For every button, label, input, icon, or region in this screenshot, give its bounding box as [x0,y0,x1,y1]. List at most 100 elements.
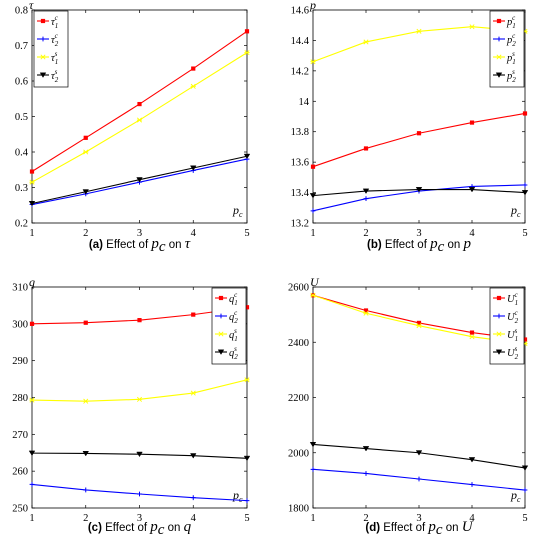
legend-item-s2: U2s [493,345,519,361]
legend-label: p2c [506,32,516,48]
legend-item-s1: U1s [493,327,518,343]
panel-caption: (d) Effect of pc on U [365,519,473,538]
legend-swatch-marker [218,331,224,337]
series-c2-marker [310,208,316,214]
legend-item-c1: q1c [215,291,238,307]
series-c2-marker [363,196,369,202]
y-tick-label: 280 [12,393,28,404]
legend-swatch-marker [496,36,502,42]
series-c1-marker [83,135,88,140]
legend-label: U1s [507,327,518,343]
legend-item-c1: τ1c [37,14,59,30]
series-c1-marker [363,146,369,151]
series-s1-marker [310,292,316,298]
series-s1 [29,50,250,185]
legend-item-c2: p2c [493,32,516,48]
y-axis-symbol: p [309,0,316,12]
x-tick-label: 2 [363,228,368,239]
series-c2-marker [190,495,196,501]
legend-label: q1c [229,291,238,307]
legend-swatch-marker [218,295,224,301]
series-s1-marker [83,149,89,155]
series-c1-marker [137,318,142,323]
series-c2-marker [137,491,142,497]
legend-box [33,10,69,88]
x-tick-label: 4 [469,513,475,524]
series-c1-marker [416,131,422,136]
legend-label: p1s [506,50,516,66]
series-s1-marker [469,24,475,30]
legend-item-c2: q2c [215,309,238,325]
series-c1 [29,305,250,326]
x-axis-symbol: pc [510,203,521,219]
x-tick-label: 1 [310,228,315,239]
series-s2-marker [28,450,36,456]
legend-label: U2c [507,309,519,325]
series-s2-marker [190,453,197,459]
series-s2-marker [243,153,251,160]
legend-label: τ2c [51,32,59,48]
series-s1-marker [310,59,316,65]
y-tick-label: 0.6 [15,77,28,88]
series-c1-marker [310,164,316,169]
legend-swatch-marker [495,72,503,78]
x-tick-label: 4 [191,228,197,239]
series-s2 [28,153,251,207]
y-tick-label: 13.2 [291,219,309,230]
legend-swatch-marker [496,54,502,60]
series-s1-marker [83,398,89,404]
legend: τ1c τ2c τ1s τ2s [33,10,69,88]
series-s1-marker [190,390,196,396]
series-s2-marker [415,187,423,193]
y-axis-symbol: U [310,275,320,289]
series-c1-marker [244,29,250,34]
series-c1-marker [29,321,35,326]
y-tick-label: 13.4 [291,188,310,199]
legend-item-s2: p2s [493,68,516,84]
series-c1-marker [416,320,422,326]
legend-item-s1: τ1s [37,50,58,66]
x-tick-label: 2 [363,513,368,524]
plot-area [31,286,248,509]
series-s2-marker [190,165,197,171]
legend-item-c2: U2c [493,309,519,325]
series-s1 [29,377,250,404]
y-tick-label: 13.8 [291,127,309,138]
y-tick-label: 310 [12,283,28,294]
x-tick-label: 5 [244,228,249,239]
series-s2-marker [521,465,529,471]
legend-label: τ2s [51,68,59,84]
panel-caption: (c) Effect of pc on q [88,519,192,538]
series-c1-marker [83,320,88,325]
legend-label: τ1s [51,50,58,66]
series-c1-marker [137,101,142,107]
series-s1-marker [363,39,369,45]
legend-item-s1: q1s [215,327,238,343]
caption-text: Effect of [102,522,150,534]
y-tick-label: 0.4 [15,148,29,159]
legend: p1c p2c p1s p2s [489,10,525,88]
panel-d: 1 2 3 4 5 1800 2000 2200 2400 2600 Upc U1c U2c U1s U2s… [288,275,529,538]
legend-item-s1: p1s [493,50,516,66]
legend-swatch-marker [496,331,502,337]
series-s1-marker [416,28,422,34]
y-tick-label: 0.2 [15,219,28,230]
series-s2 [28,450,251,462]
legend: U1c U2c U1s U2s [489,287,525,365]
series-s1-marker [469,334,475,340]
legend-swatch-marker [40,36,46,42]
legend-label: τ1c [51,14,59,30]
series-s2-marker [82,189,89,195]
panel-a: 1 2 3 4 5 0.2 0.3 0.4 0.5 0.6 0.7 0.8 τ pc τ1c τ2c τ1s τ2… [15,0,251,255]
series-s1-marker [363,310,369,316]
y-tick-label: 14 [299,97,310,108]
series-c1-marker [469,330,475,335]
y-tick-label: 270 [12,430,28,441]
legend-item-c1: p1c [493,14,516,30]
series-s1-marker [190,83,196,89]
legend-label: U1c [507,291,518,307]
series-c2-marker [310,466,316,472]
series-c1-marker [469,120,475,125]
panel-c: 1 2 3 4 5 250 260 270 280 290 300 310 q pc q1c q2c q1s q2… [12,275,251,538]
